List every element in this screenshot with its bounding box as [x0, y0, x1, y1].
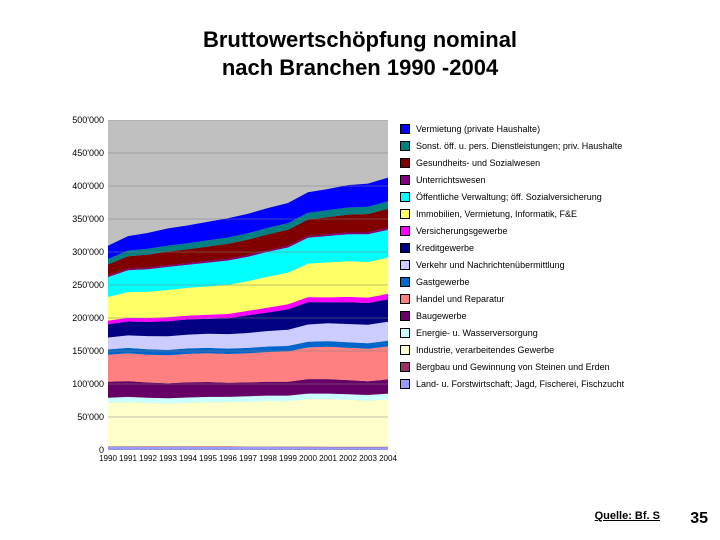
legend-swatch: [400, 345, 410, 355]
y-tick: 300'000: [72, 247, 104, 257]
legend-label: Gastgewerbe: [416, 278, 470, 287]
legend-label: Energie- u. Wasserversorgung: [416, 329, 538, 338]
legend-label: Sonst. öff. u. pers. Dienstleistungen; p…: [416, 142, 622, 151]
chart-title: Bruttowertschöpfung nominal nach Branche…: [0, 0, 720, 81]
y-tick: 50'000: [77, 412, 104, 422]
source-label: Quelle: Bf. S: [595, 510, 660, 522]
legend-item: Baugewerbe: [400, 311, 695, 321]
x-axis: 1990199119921993199419951996199719981999…: [108, 452, 388, 468]
legend-label: Land- u. Forstwirtschaft; Jagd, Fischere…: [416, 380, 624, 389]
legend-swatch: [400, 311, 410, 321]
x-tick: 1990: [99, 454, 117, 463]
legend-swatch: [400, 362, 410, 372]
legend-item: Industrie, verarbeitendes Gewerbe: [400, 345, 695, 355]
legend-item: Verkehr und Nachrichtenübermittlung: [400, 260, 695, 270]
legend: Vermietung (private Haushalte) Sonst. öff…: [400, 124, 695, 396]
y-tick: 500'000: [72, 115, 104, 125]
legend-label: Bergbau und Gewinnung von Steinen und Er…: [416, 363, 610, 372]
x-tick: 2001: [319, 454, 337, 463]
x-tick: 2004: [379, 454, 397, 463]
x-tick: 1995: [199, 454, 217, 463]
legend-item: Gastgewerbe: [400, 277, 695, 287]
x-tick: 2000: [299, 454, 317, 463]
stacked-area: [108, 120, 388, 450]
title-line1: Bruttowertschöpfung nominal: [203, 27, 517, 52]
legend-item: Öffentliche Verwaltung; öff. Sozialversi…: [400, 192, 695, 202]
legend-swatch: [400, 192, 410, 202]
legend-swatch: [400, 260, 410, 270]
y-tick: 150'000: [72, 346, 104, 356]
y-tick: 100'000: [72, 379, 104, 389]
legend-label: Industrie, verarbeitendes Gewerbe: [416, 346, 554, 355]
legend-label: Kreditgewerbe: [416, 244, 474, 253]
legend-swatch: [400, 379, 410, 389]
legend-swatch: [400, 243, 410, 253]
legend-item: Land- u. Forstwirtschaft; Jagd, Fischere…: [400, 379, 695, 389]
y-tick: 200'000: [72, 313, 104, 323]
x-tick: 1994: [179, 454, 197, 463]
x-tick: 2002: [339, 454, 357, 463]
legend-swatch: [400, 294, 410, 304]
plot-area: [108, 120, 388, 450]
x-tick: 1999: [279, 454, 297, 463]
legend-item: Handel und Reparatur: [400, 294, 695, 304]
area-band: [108, 399, 388, 447]
x-tick: 1996: [219, 454, 237, 463]
legend-swatch: [400, 175, 410, 185]
x-tick: 1997: [239, 454, 257, 463]
legend-label: Versicherungsgewerbe: [416, 227, 508, 236]
legend-label: Unterrichtswesen: [416, 176, 486, 185]
legend-item: Versicherungsgewerbe: [400, 226, 695, 236]
y-tick: 350'000: [72, 214, 104, 224]
x-tick: 1993: [159, 454, 177, 463]
legend-item: Sonst. öff. u. pers. Dienstleistungen; p…: [400, 141, 695, 151]
legend-label: Öffentliche Verwaltung; öff. Sozialversi…: [416, 193, 602, 202]
legend-label: Handel und Reparatur: [416, 295, 505, 304]
legend-label: Gesundheits- und Sozialwesen: [416, 159, 540, 168]
legend-label: Vermietung (private Haushalte): [416, 125, 540, 134]
legend-item: Energie- u. Wasserversorgung: [400, 328, 695, 338]
y-tick: 450'000: [72, 148, 104, 158]
legend-swatch: [400, 277, 410, 287]
x-tick: 1992: [139, 454, 157, 463]
y-tick: 250'000: [72, 280, 104, 290]
legend-label: Verkehr und Nachrichtenübermittlung: [416, 261, 565, 270]
legend-swatch: [400, 141, 410, 151]
area-band: [108, 447, 388, 450]
page-number: 35: [690, 510, 708, 528]
legend-item: Bergbau und Gewinnung von Steinen und Er…: [400, 362, 695, 372]
x-tick: 1998: [259, 454, 277, 463]
y-axis: 050'000100'000150'000200'000250'000300'0…: [60, 120, 106, 450]
legend-label: Immobilien, Vermietung, Informatik, F&E: [416, 210, 577, 219]
x-tick: 2003: [359, 454, 377, 463]
title-line2: nach Branchen 1990 -2004: [222, 55, 498, 80]
x-tick: 1991: [119, 454, 137, 463]
legend-swatch: [400, 158, 410, 168]
legend-item: Gesundheits- und Sozialwesen: [400, 158, 695, 168]
legend-swatch: [400, 209, 410, 219]
legend-swatch: [400, 124, 410, 134]
legend-item: Kreditgewerbe: [400, 243, 695, 253]
legend-item: Immobilien, Vermietung, Informatik, F&E: [400, 209, 695, 219]
y-tick: 400'000: [72, 181, 104, 191]
legend-item: Unterrichtswesen: [400, 175, 695, 185]
chart: 050'000100'000150'000200'000250'000300'0…: [60, 120, 695, 470]
legend-swatch: [400, 328, 410, 338]
legend-item: Vermietung (private Haushalte): [400, 124, 695, 134]
legend-swatch: [400, 226, 410, 236]
legend-label: Baugewerbe: [416, 312, 467, 321]
